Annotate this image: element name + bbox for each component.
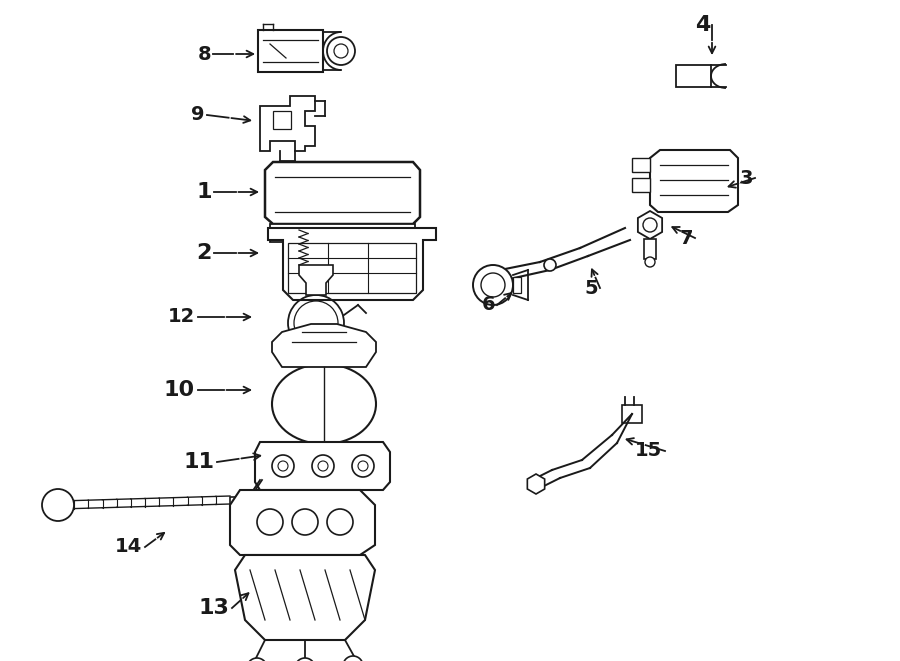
Polygon shape	[272, 324, 376, 367]
Circle shape	[643, 218, 657, 232]
Circle shape	[295, 658, 315, 661]
Circle shape	[334, 44, 348, 58]
Circle shape	[481, 273, 505, 297]
Circle shape	[327, 509, 353, 535]
Polygon shape	[299, 265, 333, 295]
Polygon shape	[277, 442, 371, 460]
Text: 14: 14	[115, 537, 142, 557]
Polygon shape	[260, 96, 315, 151]
Text: 3: 3	[740, 169, 753, 188]
Circle shape	[473, 265, 513, 305]
Circle shape	[272, 455, 294, 477]
Circle shape	[42, 489, 74, 521]
Polygon shape	[622, 405, 642, 423]
Text: 11: 11	[183, 452, 214, 472]
Polygon shape	[235, 555, 375, 640]
Circle shape	[358, 461, 368, 471]
Text: 10: 10	[164, 380, 195, 400]
Circle shape	[318, 461, 328, 471]
Circle shape	[533, 481, 539, 487]
Text: 8: 8	[197, 44, 211, 63]
Circle shape	[292, 509, 318, 535]
Circle shape	[544, 259, 556, 271]
Circle shape	[352, 455, 374, 477]
Circle shape	[645, 257, 655, 267]
Text: 9: 9	[192, 106, 205, 124]
Polygon shape	[255, 442, 390, 490]
Text: 4: 4	[695, 15, 710, 35]
Bar	[258, 30, 323, 72]
Text: 2: 2	[196, 243, 212, 263]
Text: 7: 7	[680, 229, 693, 247]
Polygon shape	[676, 65, 711, 87]
Polygon shape	[230, 497, 248, 513]
Circle shape	[327, 37, 355, 65]
Circle shape	[529, 477, 543, 491]
Polygon shape	[632, 158, 650, 172]
Circle shape	[240, 495, 260, 515]
Text: 5: 5	[584, 278, 598, 297]
Circle shape	[294, 301, 338, 345]
Circle shape	[343, 656, 363, 661]
Polygon shape	[638, 211, 662, 239]
Bar	[273, 111, 291, 129]
Polygon shape	[265, 162, 420, 224]
Circle shape	[247, 658, 267, 661]
Text: 13: 13	[198, 598, 229, 618]
Polygon shape	[287, 460, 361, 472]
Polygon shape	[650, 150, 738, 212]
Text: 12: 12	[167, 307, 195, 327]
Bar	[513, 277, 521, 293]
Text: 1: 1	[196, 182, 212, 202]
Polygon shape	[632, 178, 650, 192]
Polygon shape	[268, 228, 436, 300]
Circle shape	[312, 455, 334, 477]
Bar	[270, 224, 415, 242]
Polygon shape	[288, 243, 416, 293]
Bar	[644, 239, 656, 259]
Polygon shape	[527, 474, 544, 494]
Circle shape	[278, 461, 288, 471]
Text: 6: 6	[482, 295, 495, 315]
Text: 15: 15	[634, 442, 662, 461]
Circle shape	[257, 509, 283, 535]
Polygon shape	[230, 490, 375, 555]
